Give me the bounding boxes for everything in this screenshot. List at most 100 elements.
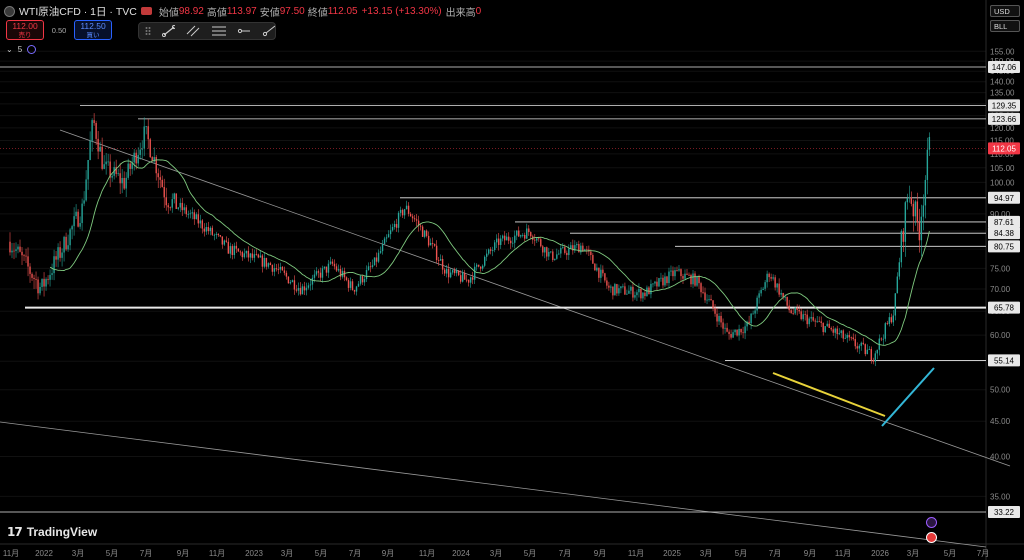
- chevron-down-icon[interactable]: ⌄: [6, 45, 13, 54]
- candle-body: [97, 138, 99, 152]
- price-tick-label: 40.00: [990, 452, 1011, 461]
- candle-body: [271, 264, 274, 272]
- candle-body: [760, 289, 762, 294]
- sell-button[interactable]: 112.00 売り: [6, 20, 44, 40]
- buy-button[interactable]: 112.50 買い: [74, 20, 112, 40]
- candle-body: [39, 286, 41, 294]
- candle-body: [766, 273, 768, 283]
- candle-body: [179, 202, 181, 208]
- candle-body: [307, 285, 310, 288]
- candle-body: [796, 307, 798, 310]
- candle-body: [141, 148, 143, 150]
- candle-body: [227, 241, 230, 254]
- candle-body: [273, 268, 276, 272]
- candle-body: [804, 314, 806, 316]
- indicator-settings-icon[interactable]: [27, 45, 37, 54]
- level-price-label: 94.97: [994, 194, 1015, 203]
- candle-body: [229, 246, 232, 254]
- currency-selector[interactable]: USD: [990, 5, 1020, 17]
- candle-body: [407, 205, 410, 214]
- candle-body: [417, 220, 420, 226]
- candle-body: [145, 126, 147, 128]
- candle-body: [251, 253, 254, 258]
- drag-handle-icon[interactable]: [145, 26, 151, 36]
- candle-body: [361, 276, 364, 283]
- candle-body: [25, 255, 27, 257]
- last-price-label: 112.05: [992, 144, 1016, 153]
- symbol-title[interactable]: WTI原油CFD · 1日 · TVC: [19, 5, 137, 18]
- time-tick-label: 9月: [804, 549, 816, 558]
- candle-body: [289, 282, 292, 284]
- indicators-toggle[interactable]: ⌄ 5: [6, 45, 37, 54]
- fib-retracement-icon[interactable]: [211, 25, 226, 37]
- yellow-trendline: [772, 372, 886, 417]
- candle-body: [638, 288, 640, 293]
- candle-body: [852, 337, 854, 340]
- candle-body: [688, 274, 690, 276]
- price-tick-label: 105.00: [990, 164, 1015, 173]
- parallel-channel-icon[interactable]: [186, 25, 200, 37]
- level-price-label: 55.14: [994, 356, 1015, 365]
- candle-body: [914, 201, 917, 217]
- sell-price: 112.00: [12, 21, 38, 31]
- candle-body: [471, 277, 474, 280]
- candle-body: [724, 327, 726, 329]
- candle-body: [748, 321, 750, 324]
- candle-body: [379, 251, 382, 253]
- candle-body: [720, 315, 722, 323]
- candle-body: [628, 290, 630, 294]
- candle-body: [586, 249, 588, 251]
- candle-body: [35, 279, 37, 280]
- event-flag-icon[interactable]: [926, 532, 937, 543]
- horizontal-ray-icon[interactable]: [237, 25, 251, 37]
- level-price-label: 65.78: [994, 304, 1015, 313]
- open-value: 98.92: [178, 5, 204, 17]
- time-tick-label: 11月: [419, 549, 435, 558]
- candle-body: [794, 307, 796, 314]
- level-price-tag: [988, 227, 1020, 240]
- candle-body: [700, 283, 702, 293]
- level-price-tag: [988, 506, 1020, 518]
- candle-body: [922, 205, 925, 217]
- candle-body: [243, 253, 246, 258]
- candle-body: [494, 242, 496, 251]
- candle-body: [47, 278, 49, 280]
- ray-icon[interactable]: [262, 25, 275, 37]
- candle-body: [546, 247, 548, 257]
- candle-body: [313, 274, 316, 278]
- candle-body: [203, 228, 205, 232]
- candle-body: [195, 214, 197, 220]
- brand-name: TradingView: [26, 525, 98, 539]
- candle-body: [624, 286, 626, 295]
- candle-body: [636, 292, 638, 296]
- candle-body: [437, 260, 440, 261]
- candle-body: [918, 222, 921, 241]
- indicator-count: 5: [17, 45, 23, 54]
- candle-body: [439, 258, 442, 261]
- candle-body: [91, 120, 93, 141]
- candle-body: [241, 252, 244, 258]
- time-tick-label: 11月: [209, 549, 225, 558]
- unit-selector[interactable]: BLL: [990, 20, 1020, 32]
- candle-body: [429, 242, 432, 246]
- candle-body: [750, 313, 752, 324]
- candle-body: [712, 300, 714, 309]
- candle-body: [836, 328, 838, 335]
- high-label: 高値: [206, 7, 227, 19]
- candle-body: [514, 235, 516, 243]
- tradingview-logo-icon: 𝟭𝟳: [7, 525, 23, 539]
- candle-body: [622, 286, 624, 288]
- candle-body: [620, 286, 622, 289]
- candle-body: [696, 276, 698, 286]
- candle-body: [215, 233, 218, 235]
- candle-body: [676, 270, 678, 271]
- candle-body: [37, 279, 39, 294]
- trend-line-icon[interactable]: [161, 25, 176, 37]
- candle-body: [488, 249, 490, 254]
- candle-body: [814, 320, 816, 322]
- candle-body: [614, 284, 616, 296]
- lightning-icon[interactable]: [926, 517, 937, 528]
- candle-body: [756, 297, 758, 311]
- candle-body: [335, 266, 338, 271]
